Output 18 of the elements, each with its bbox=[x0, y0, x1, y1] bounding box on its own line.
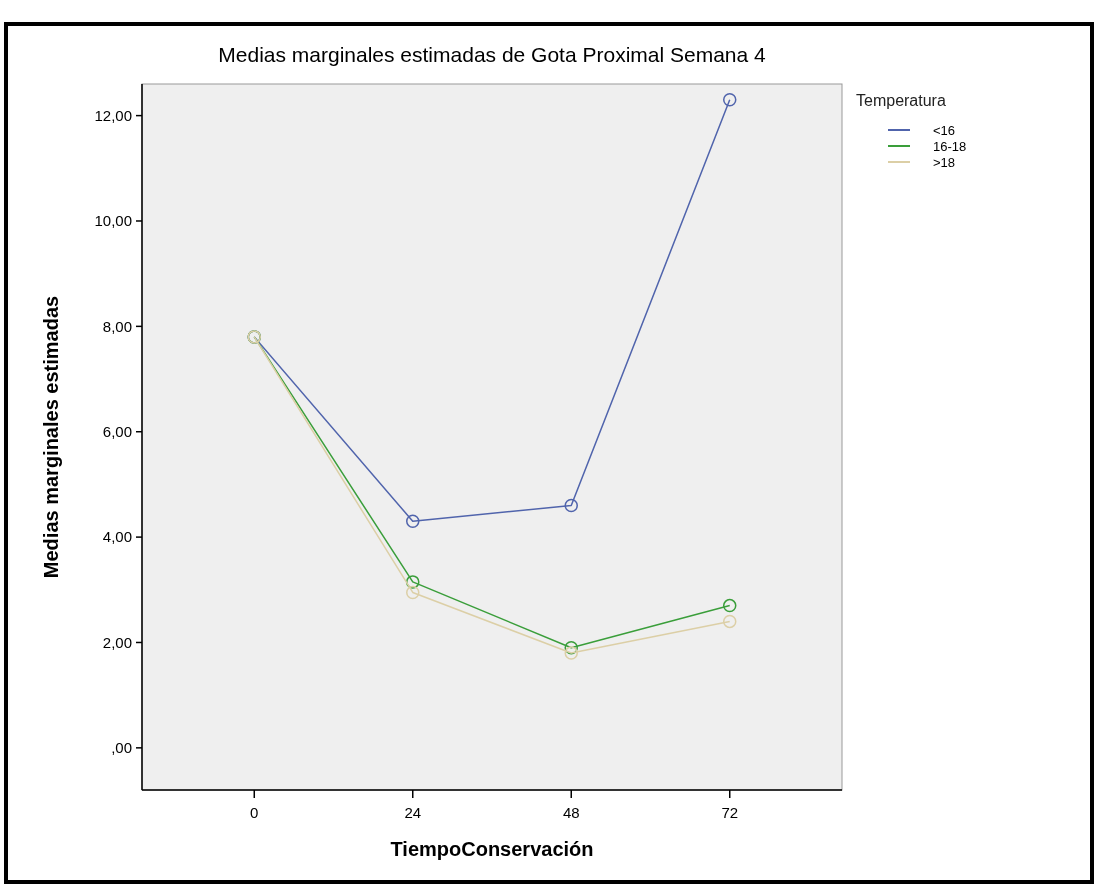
x-tick-label: 0 bbox=[250, 804, 259, 821]
y-tick-label: 8,00 bbox=[102, 317, 132, 335]
legend-label: >18 bbox=[933, 154, 956, 170]
legend-label: <16 bbox=[933, 122, 956, 138]
y-tick-label: ,00 bbox=[111, 739, 132, 757]
legend-label: 16-18 bbox=[933, 138, 967, 154]
x-tick-label: 24 bbox=[404, 804, 422, 821]
y-tick-label: 12,00 bbox=[94, 106, 132, 124]
x-axis-title: TiempoConservación bbox=[390, 838, 594, 860]
y-tick-label: 4,00 bbox=[102, 528, 132, 546]
y-axis-title: Medias marginales estimadas bbox=[40, 295, 62, 579]
y-tick-label: 10,00 bbox=[94, 212, 132, 230]
y-tick-label: 6,00 bbox=[102, 422, 132, 440]
y-tick-label: 2,00 bbox=[102, 633, 132, 651]
x-tick-label: 48 bbox=[562, 804, 580, 821]
chart-title: Medias marginales estimadas de Gota Proximal Semana 4 bbox=[218, 43, 767, 66]
legend-title: Temperatura bbox=[856, 91, 946, 109]
x-tick-label: 72 bbox=[721, 804, 739, 821]
